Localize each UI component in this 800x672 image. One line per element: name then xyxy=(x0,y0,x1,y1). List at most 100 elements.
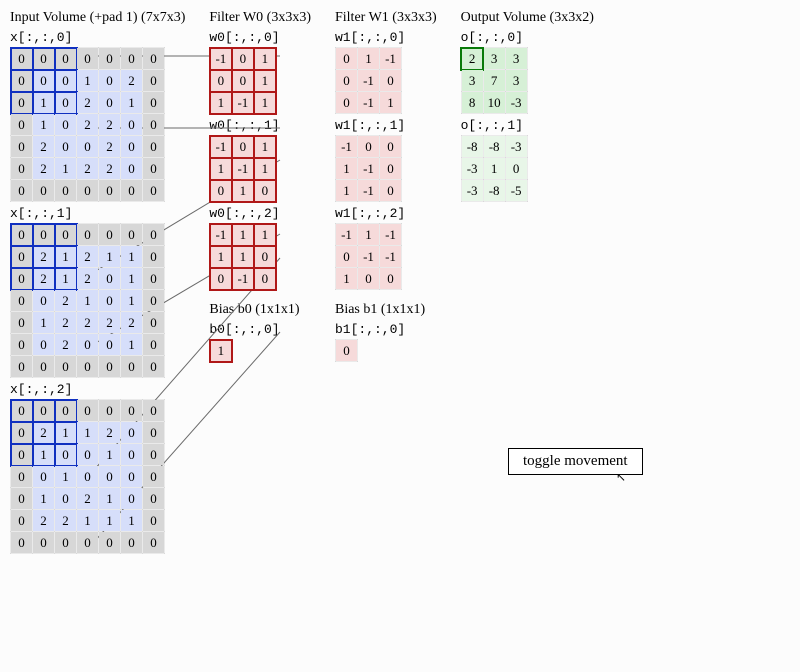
cell: 0 xyxy=(11,180,33,202)
cell: 0 xyxy=(143,224,165,246)
cell: 1 xyxy=(483,158,505,180)
cell: 0 xyxy=(99,268,121,290)
cell: 1 xyxy=(232,246,254,268)
cell: 1 xyxy=(254,224,276,246)
cell: 0 xyxy=(77,136,99,158)
cell: 0 xyxy=(55,444,77,466)
cell: 0 xyxy=(121,466,143,488)
cell: 0 xyxy=(143,444,165,466)
cell: 0 xyxy=(121,444,143,466)
cell: 0 xyxy=(77,48,99,70)
cell: 0 xyxy=(143,114,165,136)
cell: 0 xyxy=(99,466,121,488)
cell: 1 xyxy=(254,48,276,70)
filter1-grid-1: -1001-101-10 xyxy=(335,135,402,202)
input-heading: Input Volume (+pad 1) (7x7x3) xyxy=(10,10,185,26)
cell: -1 xyxy=(357,92,379,114)
cell: 1 xyxy=(77,290,99,312)
cell: 0 xyxy=(357,268,379,290)
filter0-heading: Filter W0 (3x3x3) xyxy=(209,10,311,26)
cell: 0 xyxy=(33,224,55,246)
cell: 3 xyxy=(505,70,527,92)
filter0-slice-label: w0[:,:,2] xyxy=(209,206,311,221)
cell: 0 xyxy=(11,444,33,466)
cell: 0 xyxy=(335,70,357,92)
cell: -5 xyxy=(505,180,527,202)
cell: -1 xyxy=(335,136,357,158)
cell: 0 xyxy=(121,356,143,378)
cell: 0 xyxy=(121,158,143,180)
cell: 0 xyxy=(99,224,121,246)
cell: 0 xyxy=(77,444,99,466)
cell: 0 xyxy=(357,136,379,158)
cell: 0 xyxy=(33,334,55,356)
bias0-grid: 1 xyxy=(209,339,232,362)
cell: 2 xyxy=(461,48,483,70)
cell: 0 xyxy=(121,180,143,202)
cell: 1 xyxy=(55,158,77,180)
cell: 1 xyxy=(379,92,401,114)
cell: 0 xyxy=(77,532,99,554)
cell: 0 xyxy=(55,400,77,422)
cell: 1 xyxy=(55,466,77,488)
cell: 0 xyxy=(99,92,121,114)
cell: 0 xyxy=(232,70,254,92)
cell: -1 xyxy=(335,224,357,246)
cell: 1 xyxy=(210,246,232,268)
output-grid-1: -8-8-3-310-3-8-5 xyxy=(461,135,528,202)
filter0-grid-2: -1111100-10 xyxy=(209,223,276,290)
cell: 0 xyxy=(33,70,55,92)
cell: -1 xyxy=(210,136,232,158)
cell: 0 xyxy=(143,334,165,356)
cell: 0 xyxy=(99,180,121,202)
cell: -1 xyxy=(232,92,254,114)
cell: -1 xyxy=(210,224,232,246)
cell: 2 xyxy=(33,268,55,290)
cell: 0 xyxy=(210,70,232,92)
cell: 0 xyxy=(99,400,121,422)
cell: 0 xyxy=(11,312,33,334)
cell: 0 xyxy=(11,422,33,444)
cell: 1 xyxy=(232,224,254,246)
cell: -3 xyxy=(505,92,527,114)
cell: 0 xyxy=(143,312,165,334)
cell: 2 xyxy=(121,70,143,92)
cell: 10 xyxy=(483,92,505,114)
cell: 0 xyxy=(121,114,143,136)
cell: 0 xyxy=(143,290,165,312)
cell: 0 xyxy=(210,268,232,290)
bias0-cell: 1 xyxy=(210,340,232,362)
cell: -8 xyxy=(461,136,483,158)
cell: 0 xyxy=(33,356,55,378)
bias1-grid: 0 xyxy=(335,339,358,362)
cell: 0 xyxy=(55,114,77,136)
cell: 0 xyxy=(143,70,165,92)
cell: 0 xyxy=(55,532,77,554)
cell: 0 xyxy=(77,400,99,422)
cell: 0 xyxy=(11,136,33,158)
cell: 1 xyxy=(121,510,143,532)
cell: 0 xyxy=(379,158,401,180)
cell: 1 xyxy=(210,158,232,180)
cell: 2 xyxy=(33,158,55,180)
cell: 1 xyxy=(121,92,143,114)
cell: 0 xyxy=(143,180,165,202)
filter1-slice-label: w1[:,:,0] xyxy=(335,30,437,45)
cell: 0 xyxy=(99,532,121,554)
cell: 0 xyxy=(99,356,121,378)
cell: 1 xyxy=(77,422,99,444)
output-grid-0: 233373810-3 xyxy=(461,47,528,114)
cell: 1 xyxy=(55,246,77,268)
cell: 0 xyxy=(254,268,276,290)
cell: 1 xyxy=(99,488,121,510)
toggle-movement-button[interactable]: toggle movement xyxy=(508,448,643,475)
cell: 1 xyxy=(121,268,143,290)
cell: 0 xyxy=(232,48,254,70)
cell: 1 xyxy=(335,180,357,202)
cell: 0 xyxy=(55,356,77,378)
filter1-column: Filter W1 (3x3x3) w1[:,:,0]01-10-100-11w… xyxy=(335,10,437,362)
cell: 1 xyxy=(99,246,121,268)
output-heading: Output Volume (3x3x2) xyxy=(461,10,594,26)
bias1-heading: Bias b1 (1x1x1) xyxy=(335,302,437,318)
filter1-grid-2: -11-10-1-1100 xyxy=(335,223,402,290)
